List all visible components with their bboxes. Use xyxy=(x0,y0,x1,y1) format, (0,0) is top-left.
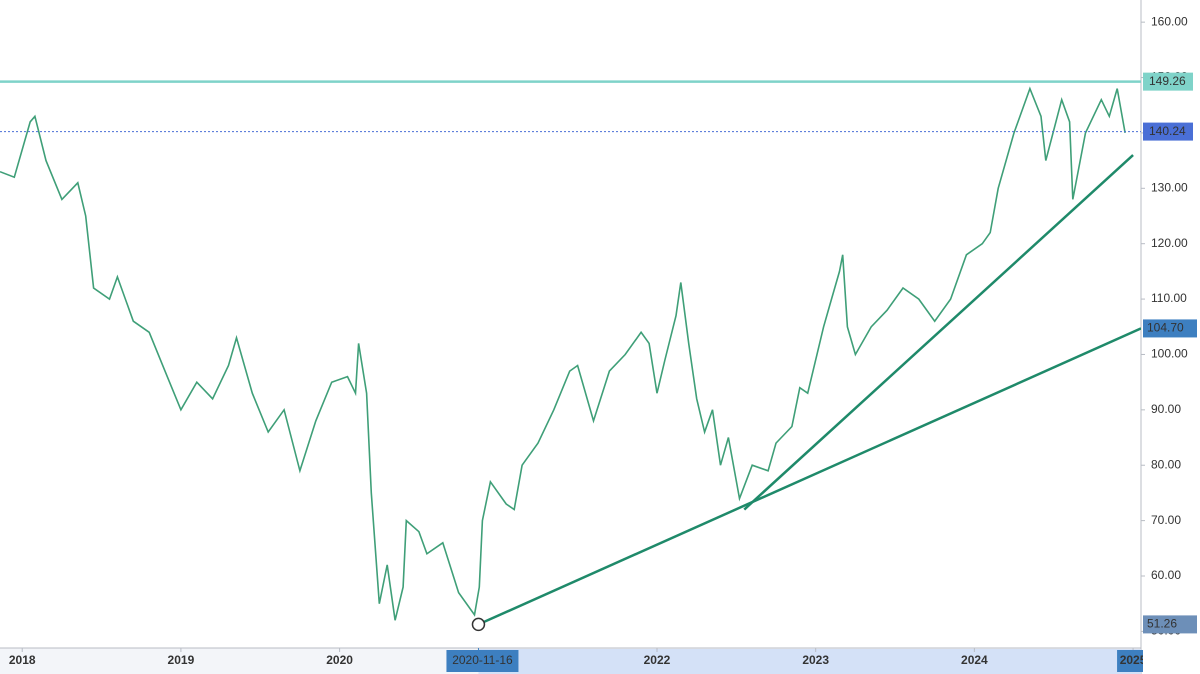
anchor-point xyxy=(471,617,486,632)
x-tick-label: 2023 xyxy=(802,653,829,667)
x-tick-highlight xyxy=(1117,650,1143,672)
x-marker-box xyxy=(446,650,519,672)
trend-line xyxy=(743,154,1134,511)
x-axis-labels: 2018 2019 2020 2022 2023 2024 2025 xyxy=(9,648,1147,672)
price-tag-label: 104.70 xyxy=(1147,321,1184,335)
y-tick-label: 120.00 xyxy=(1151,236,1188,250)
y-tick-label: 90.00 xyxy=(1151,402,1181,416)
price-line xyxy=(0,86,1126,621)
price-tag-label: 51.26 xyxy=(1147,617,1177,631)
x-tick-label: 2018 xyxy=(9,653,36,667)
y-tick-label: 60.00 xyxy=(1151,568,1181,582)
x-tick-label: 2020 xyxy=(326,653,353,667)
price-tag xyxy=(1143,72,1193,91)
y-tick-label: 70.00 xyxy=(1151,513,1181,527)
price-tag-label: 149.26 xyxy=(1149,74,1186,88)
x-tick-label: 2019 xyxy=(168,653,195,667)
price-tag xyxy=(1143,122,1193,141)
y-tick-label: 80.00 xyxy=(1151,457,1181,471)
x-tick-label: 2022 xyxy=(644,653,671,667)
y-tick-label: 110.00 xyxy=(1151,291,1187,305)
price-tag-label: 140.24 xyxy=(1149,124,1186,138)
y-tick-label: 100.00 xyxy=(1151,347,1188,361)
x-marker-label: 2020-11-16 xyxy=(452,653,513,667)
plot-area xyxy=(0,80,1141,626)
price-tag xyxy=(1143,615,1197,634)
x-tick-label: 2025 xyxy=(1120,653,1147,667)
y-tick-label: 160.00 xyxy=(1151,14,1188,28)
trend-line xyxy=(477,327,1141,626)
x-range-highlight xyxy=(478,649,1142,674)
y-tick-label: 130.00 xyxy=(1151,180,1188,194)
x-tick-label: 2024 xyxy=(961,653,988,667)
price-tag xyxy=(1143,319,1197,338)
